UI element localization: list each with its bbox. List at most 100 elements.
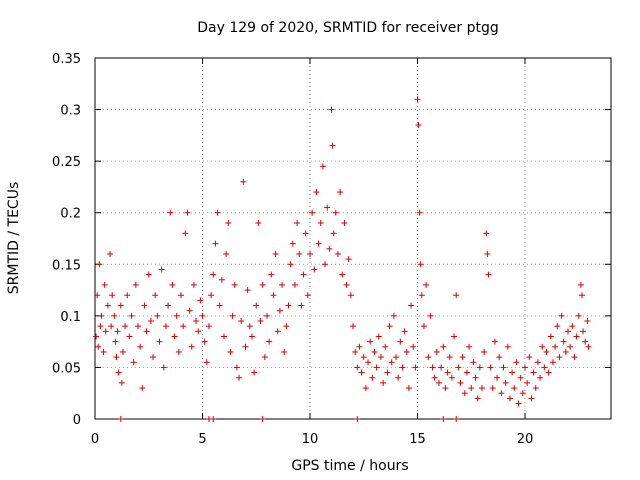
data-point xyxy=(154,312,161,319)
data-point xyxy=(208,292,215,299)
data-point xyxy=(524,379,531,386)
data-point xyxy=(322,261,329,268)
data-point xyxy=(522,364,528,371)
y-axis: 0 0.05 0.1 0.15 0.2 0.25 0.3 0.35 xyxy=(52,52,611,428)
data-point xyxy=(440,416,447,422)
data-point xyxy=(98,312,105,319)
data-point xyxy=(218,276,225,283)
data-point xyxy=(401,328,408,335)
data-point xyxy=(117,416,124,422)
data-point xyxy=(556,354,563,361)
data-point xyxy=(470,359,477,366)
data-point xyxy=(132,281,139,288)
data-point xyxy=(491,338,498,345)
data-point xyxy=(584,318,591,325)
data-point xyxy=(354,364,361,371)
data-point xyxy=(115,369,122,376)
data-point xyxy=(102,328,109,335)
data-point xyxy=(496,354,503,361)
data-point xyxy=(124,292,131,299)
data-point xyxy=(329,142,336,149)
data-point xyxy=(255,220,262,227)
data-point xyxy=(549,359,556,366)
data-point xyxy=(296,250,303,257)
data-point xyxy=(313,189,320,196)
data-point xyxy=(119,348,126,355)
data-point xyxy=(431,374,438,381)
data-point xyxy=(330,230,337,237)
data-point xyxy=(114,328,121,335)
data-point xyxy=(294,220,301,227)
data-point xyxy=(558,312,565,319)
data-point xyxy=(268,271,275,278)
data-point xyxy=(100,348,107,355)
data-point xyxy=(390,312,397,319)
data-point xyxy=(285,302,292,309)
data-point xyxy=(309,209,316,216)
data-point xyxy=(107,250,114,257)
x-tick-label: 5 xyxy=(198,432,206,447)
data-point xyxy=(201,338,208,345)
data-point xyxy=(266,338,273,345)
data-point xyxy=(425,354,432,361)
data-point xyxy=(418,292,425,299)
data-point xyxy=(341,220,348,227)
data-point xyxy=(415,122,422,129)
data-point xyxy=(210,271,217,278)
data-point xyxy=(427,312,434,319)
y-tick-label: 0.3 xyxy=(60,104,81,119)
data-point xyxy=(444,369,451,376)
data-point xyxy=(365,359,372,366)
data-point xyxy=(122,323,129,330)
data-point xyxy=(276,307,283,314)
data-point xyxy=(539,343,546,350)
data-point xyxy=(304,292,311,299)
data-point xyxy=(506,395,513,402)
data-point xyxy=(104,302,111,309)
data-point xyxy=(446,354,453,361)
data-point xyxy=(360,354,367,361)
data-point xyxy=(257,318,264,325)
x-axis-label: GPS time / hours xyxy=(291,458,408,474)
data-point xyxy=(504,343,511,350)
data-point xyxy=(307,250,313,257)
data-point xyxy=(223,250,230,257)
data-point xyxy=(408,302,415,309)
data-point xyxy=(455,364,462,371)
data-point xyxy=(433,348,440,355)
data-point xyxy=(552,343,559,350)
data-point xyxy=(537,374,544,381)
data-point xyxy=(386,323,393,330)
data-point xyxy=(111,312,118,319)
data-point xyxy=(150,354,157,361)
data-point xyxy=(373,364,380,371)
data-point xyxy=(238,318,245,325)
data-point xyxy=(141,302,148,309)
data-point xyxy=(143,328,150,335)
data-point xyxy=(399,364,406,371)
data-point xyxy=(248,333,255,340)
data-point xyxy=(319,163,326,170)
data-point xyxy=(585,343,592,350)
data-point xyxy=(139,385,146,392)
y-tick-label: 0.35 xyxy=(52,52,81,67)
data-point xyxy=(485,271,492,278)
data-point xyxy=(302,230,309,237)
x-tick-label: 10 xyxy=(302,432,319,447)
data-point xyxy=(466,343,473,350)
data-point xyxy=(380,379,387,386)
data-point xyxy=(502,379,509,386)
data-point xyxy=(315,240,322,247)
data-point xyxy=(509,369,516,376)
data-point xyxy=(453,292,460,299)
data-point xyxy=(513,359,520,366)
data-point xyxy=(156,338,163,345)
data-point xyxy=(175,348,182,355)
data-point xyxy=(562,348,569,355)
data-point xyxy=(145,271,152,278)
data-point xyxy=(423,281,430,288)
data-point xyxy=(210,416,217,422)
data-point xyxy=(197,297,204,304)
data-point xyxy=(377,354,384,361)
